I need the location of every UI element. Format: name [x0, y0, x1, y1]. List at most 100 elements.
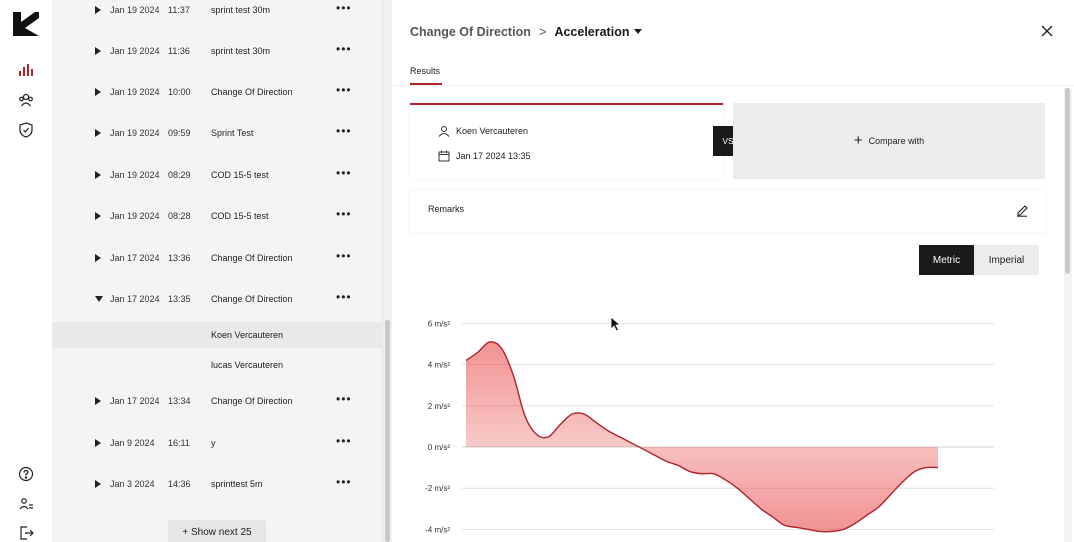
more-options-icon[interactable]: ••• — [336, 434, 352, 448]
more-options-icon[interactable]: ••• — [336, 83, 352, 97]
negative-area — [466, 447, 938, 532]
mouse-cursor — [610, 316, 622, 332]
tab-results[interactable]: Results — [410, 66, 441, 76]
list-item-name: Change Of Direction — [211, 294, 293, 304]
logout-icon[interactable] — [17, 524, 35, 542]
positive-area — [466, 341, 938, 447]
chevron-right-icon[interactable] — [95, 47, 101, 55]
chevron-right-icon[interactable] — [95, 439, 101, 447]
compare-with-label: Compare with — [868, 136, 925, 146]
list-item-time: 10:00 — [168, 87, 191, 97]
more-options-icon[interactable]: ••• — [336, 42, 352, 56]
chevron-right-icon[interactable] — [95, 171, 101, 179]
chevron-right-icon[interactable] — [95, 88, 101, 96]
breadcrumb: Change Of Direction > Acceleration — [410, 24, 643, 39]
list-item[interactable]: Jan 19 2024 10:00 Change Of Direction ••• — [52, 82, 382, 102]
list-item[interactable]: Jan 19 2024 11:36 sprint test 30m ••• — [52, 41, 382, 61]
more-options-icon[interactable]: ••• — [336, 1, 352, 15]
detail-scrollbar[interactable] — [1064, 88, 1072, 542]
settings-icon[interactable] — [17, 495, 35, 513]
more-options-icon[interactable]: ••• — [336, 166, 352, 180]
y-tick-label: -2 m/s² — [425, 484, 450, 493]
shield-icon[interactable] — [17, 121, 35, 139]
acceleration-chart: 6 m/s² 4 m/s² 2 m/s² 0 m/s² -2 m/s² -4 m/s² — [425, 319, 994, 534]
list-item[interactable]: Jan 19 2024 08:28 COD 15-5 test ••• — [52, 206, 382, 226]
list-scrollbar-thumb[interactable] — [385, 320, 390, 542]
y-tick-label: 2 m/s² — [428, 402, 451, 411]
more-options-icon[interactable]: ••• — [336, 207, 352, 221]
subrow-athlete[interactable]: lucas Vercauteren — [52, 352, 382, 378]
list-item-date: Jan 19 2024 — [110, 128, 160, 138]
chevron-down-icon[interactable] — [95, 296, 103, 302]
close-icon[interactable] — [1039, 23, 1055, 39]
list-item-name: COD 15-5 test — [211, 170, 269, 180]
chevron-right-icon[interactable] — [95, 6, 101, 14]
list-item[interactable]: Jan 17 2024 13:36 Change Of Direction ••• — [52, 248, 382, 268]
more-options-icon[interactable]: ••• — [336, 392, 352, 406]
y-tick-label: 4 m/s² — [428, 361, 451, 370]
more-options-icon[interactable]: ••• — [336, 124, 352, 138]
metric-button[interactable]: Metric — [919, 245, 974, 275]
list-item-time: 08:29 — [168, 170, 191, 180]
list-item-time: 11:36 — [168, 46, 190, 56]
list-item-name: sprinttest 5m — [211, 479, 263, 489]
y-tick-label: -4 m/s² — [425, 525, 450, 534]
plus-icon: + — [853, 131, 863, 149]
chevron-right-icon[interactable] — [95, 480, 101, 488]
analytics-icon[interactable] — [17, 61, 35, 79]
more-options-icon[interactable]: ••• — [336, 475, 352, 489]
card-athlete: Koen Vercauteren — [438, 125, 528, 137]
edit-icon[interactable] — [1015, 203, 1029, 217]
chevron-right-icon[interactable] — [95, 397, 101, 405]
chevron-right-icon[interactable] — [95, 129, 101, 137]
list-item-name: Change Of Direction — [211, 253, 293, 263]
list-item[interactable]: Jan 9 2024 16:11 y ••• — [52, 433, 382, 453]
more-options-icon[interactable]: ••• — [336, 249, 352, 263]
breadcrumb-separator: > — [538, 24, 547, 39]
list-item-date: Jan 17 2024 — [110, 253, 160, 263]
list-item-time: 11:37 — [168, 5, 190, 15]
subrow-label: Koen Vercauteren — [211, 330, 284, 340]
compare-with-button[interactable]: + Compare with — [733, 103, 1045, 179]
more-options-icon[interactable]: ••• — [336, 290, 352, 304]
list-item[interactable]: Jan 19 2024 09:59 Sprint Test ••• — [52, 123, 382, 143]
list-item[interactable]: Jan 19 2024 08:29 COD 15-5 test ••• — [52, 165, 382, 185]
list-item-name: Change Of Direction — [211, 396, 293, 406]
list-item-date: Jan 3 2024 — [110, 479, 155, 489]
session-card: Koen Vercauteren Jan 17 2024 13:35 — [410, 103, 723, 179]
list-item-date: Jan 9 2024 — [110, 438, 155, 448]
help-icon[interactable] — [17, 465, 35, 483]
list-item-date: Jan 19 2024 — [110, 46, 160, 56]
chevron-right-icon[interactable] — [95, 254, 101, 262]
list-item-name: COD 15-5 test — [211, 211, 269, 221]
team-icon[interactable] — [17, 91, 35, 109]
list-item-time: 13:34 — [168, 396, 191, 406]
remarks-label: Remarks — [428, 204, 465, 214]
list-item[interactable]: Jan 17 2024 13:35 Change Of Direction ••• — [52, 289, 382, 309]
card-datetime: Jan 17 2024 13:35 — [438, 150, 531, 162]
list-item[interactable]: Jan 19 2024 11:37 sprint test 30m ••• — [52, 0, 382, 20]
list-item-date: Jan 19 2024 — [110, 87, 160, 97]
list-scrollbar[interactable] — [382, 0, 392, 542]
chevron-down-icon[interactable] — [634, 29, 643, 34]
chevron-right-icon[interactable] — [95, 212, 101, 220]
list-item-time: 13:36 — [168, 253, 191, 263]
list-item[interactable]: Jan 3 2024 14:36 sprinttest 5m ••• — [52, 474, 382, 494]
imperial-button[interactable]: Imperial — [974, 245, 1039, 275]
breadcrumb-current[interactable]: Acceleration — [554, 24, 630, 39]
show-next-button[interactable]: + Show next 25 — [168, 520, 266, 542]
unit-toggle: Metric Imperial — [919, 245, 1039, 275]
brand-logo[interactable] — [11, 8, 41, 38]
list-item-name: sprint test 30m — [211, 46, 271, 56]
list-item-date: Jan 19 2024 — [110, 5, 160, 15]
breadcrumb-parent[interactable]: Change Of Direction — [410, 24, 531, 39]
nav-rail — [0, 0, 52, 542]
detail-scrollbar-thumb[interactable] — [1065, 88, 1070, 274]
list-item[interactable]: Jan 17 2024 13:34 Change Of Direction ••• — [52, 391, 382, 411]
athlete-name: Koen Vercauteren — [456, 126, 529, 136]
y-tick-label: 0 m/s² — [428, 443, 451, 452]
list-item-date: Jan 17 2024 — [110, 294, 160, 304]
calendar-icon — [438, 150, 450, 162]
subrow-athlete[interactable]: Koen Vercauteren — [52, 322, 382, 348]
user-icon — [438, 126, 450, 137]
